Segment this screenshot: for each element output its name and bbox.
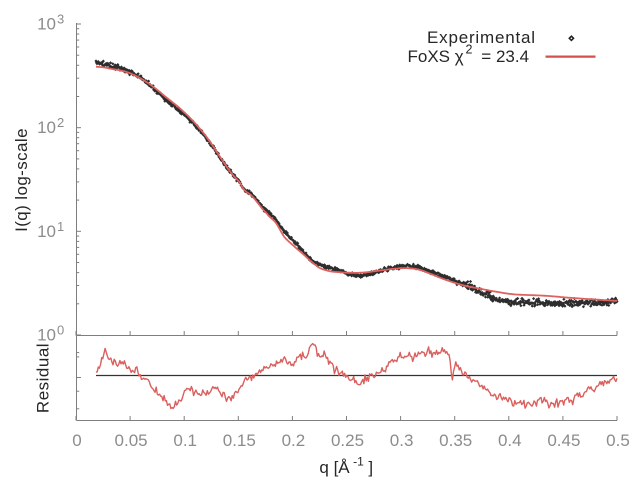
svg-text:Residual: Residual [34,343,53,413]
svg-text:1: 1 [57,219,64,234]
svg-text:0: 0 [57,323,64,338]
svg-text:0.5: 0.5 [606,431,630,450]
svg-text:0.35: 0.35 [439,431,472,450]
svg-text:0.25: 0.25 [331,431,364,450]
svg-text:0.3: 0.3 [390,431,414,450]
svg-text:0.45: 0.45 [547,431,580,450]
svg-text:10: 10 [37,118,56,137]
svg-text:2: 2 [57,115,64,130]
svg-text:10: 10 [37,15,56,34]
svg-text:FoXS χ2= 23.4: FoXS χ 2 = 23.4 [408,43,530,67]
svg-text:10: 10 [37,222,56,241]
svg-text:0.15: 0.15 [223,431,256,450]
svg-text:0.2: 0.2 [282,431,306,450]
svg-text:0.05: 0.05 [115,431,148,450]
svg-text:3: 3 [57,12,64,27]
svg-text:Experimental: Experimental [427,28,536,47]
svg-text:0: 0 [72,431,81,450]
svg-text:0.4: 0.4 [498,431,522,450]
svg-text:10: 10 [37,326,56,345]
svg-text:I(q) log-scale: I(q) log-scale [12,128,31,232]
svg-text:0.1: 0.1 [173,431,197,450]
